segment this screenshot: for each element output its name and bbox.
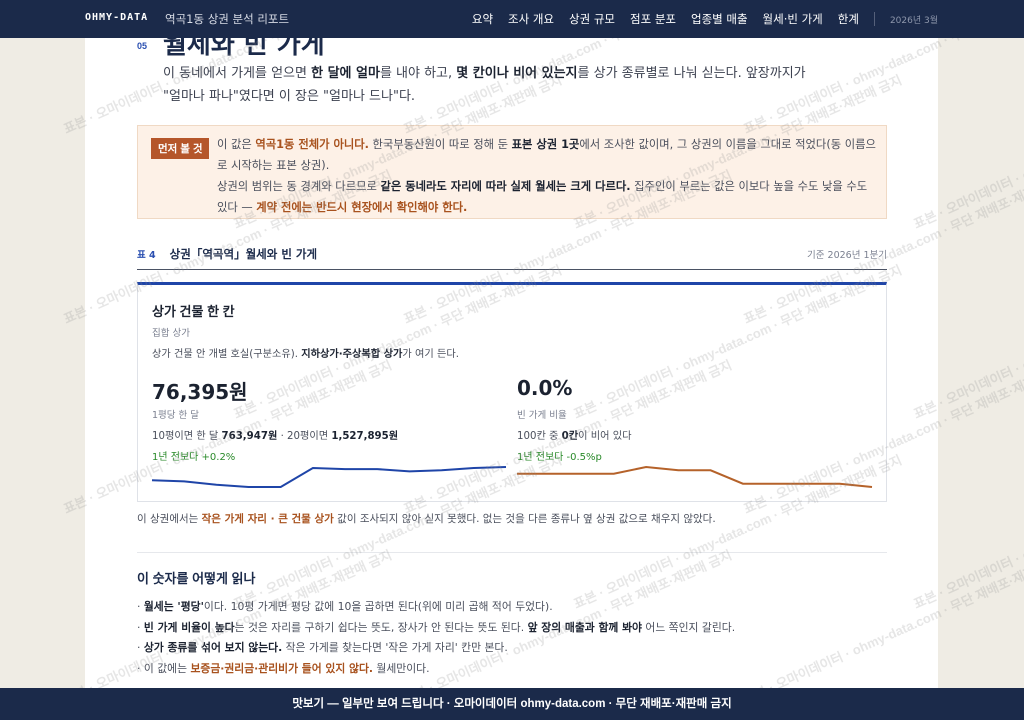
rent-label: 1평당 한 달 bbox=[152, 410, 200, 421]
text: 상가 건물 안 개별 호실(구분소유). bbox=[152, 349, 302, 360]
table-title: 상권「역곡역」월세와 빈 가게 bbox=[169, 247, 318, 261]
emphasis: 표본 상권 1곳 bbox=[511, 138, 580, 151]
text: 를 상가 종류별로 나눠 싣는다. 앞장까지가 "얼마나 파나"였다면 이 장은… bbox=[163, 66, 806, 104]
sparkline bbox=[517, 465, 873, 488]
text: 이 값은 bbox=[217, 138, 256, 151]
nav-link[interactable]: 상권 규모 bbox=[569, 12, 615, 26]
footer: 맛보기 — 일부만 보여 드립니다 · 오마이데이터 ohmy-data.com… bbox=[0, 688, 1024, 720]
emphasis: 계약 전에는 반드시 현장에서 확인해야 한다. bbox=[256, 201, 468, 214]
badge: 먼저 볼 것 bbox=[151, 138, 210, 159]
text: · 이 값에는 bbox=[137, 661, 191, 675]
vacancy-value: 0.0% bbox=[517, 376, 573, 400]
card-subtitle: 집합 상가 bbox=[152, 328, 190, 339]
emphasis: 763,947원 bbox=[221, 431, 278, 442]
report-title: 역곡1동 상권 분석 리포트 bbox=[165, 12, 290, 26]
text: · bbox=[137, 600, 144, 613]
emphasis: 역곡1동 전체가 아니다. bbox=[255, 138, 369, 151]
emphasis: 월세는 '평당' bbox=[143, 600, 204, 613]
top-nav: OHMY-DATA 역곡1동 상권 분석 리포트 요약 조사 개요 상권 규모 점포 … bbox=[0, 0, 1024, 38]
guide-item: · 월세는 '평당'이다. 10평 가게면 평당 값에 10을 곱하면 된다(위… bbox=[137, 598, 553, 614]
vacancy-detail: 100칸 중 0칸이 비어 있다 bbox=[517, 427, 631, 442]
nav-link[interactable]: 점포 분포 bbox=[630, 12, 676, 26]
text: 한국부동산원이 따로 정해 둔 bbox=[368, 138, 512, 151]
nav-items: 요약 조사 개요 상권 규모 점포 분포 업종별 매출 월세·빈 가게 한계 2026년 3월 bbox=[457, 11, 938, 27]
text: 를 내야 하고, bbox=[379, 66, 457, 81]
nav-link[interactable]: 업종별 매출 bbox=[690, 12, 748, 26]
text: 집주인이 부르는 값은 이보다 높을 수도 낮을 수도 있다 — bbox=[217, 180, 868, 214]
emphasis: 1,527,895원 bbox=[331, 431, 399, 442]
emphasis: 몇 칸이나 비어 있는지 bbox=[456, 66, 578, 81]
callout-text: 이 값은 역곡1동 전체가 아니다. 한국부동산원이 따로 정해 둔 표본 상권… bbox=[217, 134, 877, 176]
nav-separator bbox=[873, 12, 875, 26]
paper bbox=[85, 0, 938, 720]
rent-detail: 10평이면 한 달 763,947원 · 20평이면 1,527,895원 bbox=[152, 427, 398, 442]
nav-link[interactable]: 한계 bbox=[837, 12, 859, 26]
divider bbox=[137, 552, 887, 553]
callout: 먼저 볼 것 이 값은 역곡1동 전체가 아니다. 한국부동산원이 따로 정해 … bbox=[137, 125, 887, 219]
card-description: 상가 건물 안 개별 호실(구분소유). 지하상가·주상복합 상가가 여기 든다… bbox=[152, 345, 459, 360]
guide-item: · 빈 가게 비율이 높다는 것은 자리를 구하기 쉽다는 뜻도, 장사가 안 … bbox=[137, 619, 735, 635]
emphasis: 지하상가·주상복합 상가 bbox=[301, 349, 403, 360]
text: 이 비어 있다 bbox=[578, 431, 632, 442]
text: 100칸 중 bbox=[517, 431, 562, 442]
table-label: 표 4 bbox=[137, 250, 156, 261]
text: · bbox=[137, 641, 144, 654]
text: 이다. 10평 가게면 평당 값에 10을 곱하면 된다(위에 미리 곱해 적어… bbox=[203, 600, 553, 613]
emphasis: 보증금·권리금·관리비가 들어 있지 않다. bbox=[190, 661, 373, 675]
card-title: 상가 건물 한 칸 bbox=[152, 304, 235, 319]
text: 어느 쪽인지 갈린다. bbox=[641, 620, 736, 634]
emphasis: 상가 종류를 섞어 보지 않는다. bbox=[143, 641, 283, 654]
rent-value: 76,395원 bbox=[152, 380, 248, 404]
table-basis: 기준 2026년 1분기 bbox=[807, 250, 887, 261]
emphasis: 작은 가게 자리 · 큰 건물 상가 bbox=[201, 513, 334, 525]
nav-link[interactable]: 월세·빈 가게 bbox=[762, 12, 823, 26]
text: · bbox=[137, 620, 144, 634]
guide-item: · 이 값에는 보증금·권리금·관리비가 들어 있지 않다. 월세만이다. bbox=[137, 660, 430, 676]
text: 값이 조사되지 않아 싣지 못했다. 없는 것을 다른 종류나 옆 상권 값으로… bbox=[333, 513, 716, 525]
text: 가 여기 든다. bbox=[402, 349, 459, 360]
emphasis: 빈 가게 비율이 높다 bbox=[143, 620, 235, 634]
sparklines bbox=[151, 465, 873, 488]
text: 에서 조사한 값이며, 그 상권의 이름을 그대로 적었다(동 이름으로 시작하… bbox=[217, 138, 876, 172]
vacancy-label: 빈 가게 비율 bbox=[517, 410, 567, 421]
guide-title: 이 숫자를 어떻게 읽나 bbox=[137, 571, 256, 586]
table-caption: 표 4 상권「역곡역」월세와 빈 가게 기준 2026년 1분기 bbox=[137, 246, 887, 270]
rent-change: 1년 전보다 +0.2% bbox=[152, 452, 236, 463]
text: 는 것은 자리를 구하기 쉽다는 뜻도, 장사가 안 된다는 뜻도 된다. bbox=[234, 620, 528, 634]
brand[interactable]: OHMY-DATA bbox=[85, 12, 149, 23]
text: 월세만이다. bbox=[372, 661, 430, 675]
sparkline bbox=[151, 466, 507, 488]
emphasis: 앞 장의 매출과 함께 봐야 bbox=[527, 620, 642, 634]
nav-date: 2026년 3월 bbox=[889, 15, 938, 26]
nav-link[interactable]: 요약 bbox=[471, 12, 494, 26]
callout-text: 상권의 범위는 동 경계와 다르므로 같은 동네라도 자리에 따라 실제 월세는… bbox=[217, 176, 877, 218]
vacancy-change: 1년 전보다 -0.5%p bbox=[517, 452, 602, 463]
emphasis: 0칸 bbox=[561, 431, 579, 442]
text: 이 상권에서는 bbox=[137, 513, 202, 525]
text: · 20평이면 bbox=[277, 431, 332, 442]
note: 이 상권에서는 작은 가게 자리 · 큰 건물 상가 값이 조사되지 않아 싣지… bbox=[137, 511, 716, 526]
intro: 이 동네에서 가게를 얻으면 한 달에 얼마를 내야 하고, 몇 칸이나 비어 … bbox=[163, 62, 813, 108]
card: 상가 건물 한 칸 집합 상가 상가 건물 안 개별 호실(구분소유). 지하상… bbox=[137, 282, 887, 502]
section-number: 05 bbox=[137, 41, 148, 51]
guide-item: · 상가 종류를 섞어 보지 않는다. 작은 가게를 찾는다면 '작은 가게 자… bbox=[137, 639, 508, 655]
text: 작은 가게를 찾는다면 '작은 가게 자리' 칸만 본다. bbox=[282, 641, 508, 654]
text: 10평이면 한 달 bbox=[152, 431, 222, 442]
emphasis: 같은 동네라도 자리에 따라 실제 월세는 크게 다르다. bbox=[380, 180, 631, 193]
nav-link[interactable]: 조사 개요 bbox=[508, 12, 555, 26]
text: 상권의 범위는 동 경계와 다르므로 bbox=[217, 180, 381, 193]
text: 이 동네에서 가게를 얻으면 bbox=[163, 66, 312, 81]
emphasis: 한 달에 얼마 bbox=[311, 66, 380, 81]
